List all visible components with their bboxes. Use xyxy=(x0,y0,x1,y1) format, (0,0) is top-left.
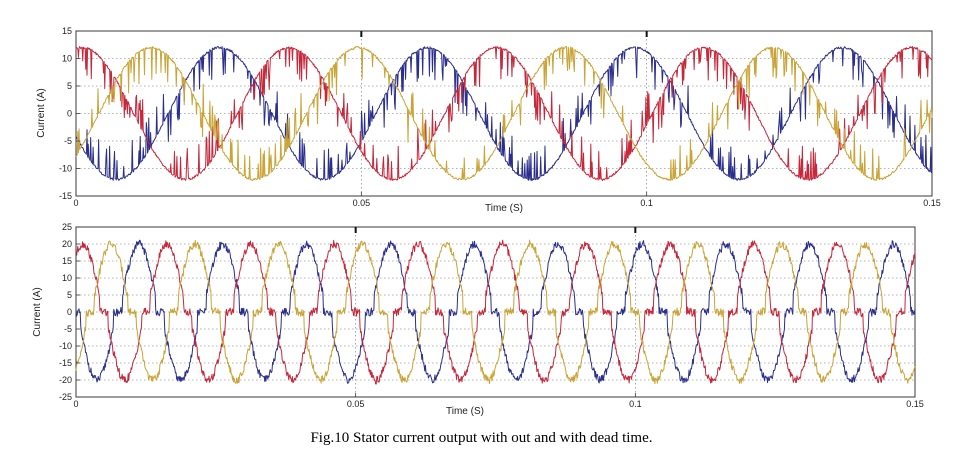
plot-bottom-x-tick-label: 0.05 xyxy=(347,399,365,409)
plot-top-y-ticks: -15 -10 -5 0 5 10 15 xyxy=(59,26,80,201)
plot-bottom-series-phase-c xyxy=(75,239,916,385)
plot-bottom-x-tick-label: 0 xyxy=(73,399,78,409)
plot-bottom-series-phase-b xyxy=(75,239,916,385)
plot-bottom-x-ticks: 0 0.05 0.1 0.15 xyxy=(73,393,924,409)
plot-bottom-y-tick-label: -10 xyxy=(59,341,72,351)
plot-bottom-y-tick-label: 5 xyxy=(67,290,72,300)
plot-top-y-tick-label: -5 xyxy=(64,136,72,146)
plot-bottom-y-tick-label: -25 xyxy=(59,392,72,402)
plot-top-x-tick-label: 0.15 xyxy=(923,198,941,208)
plot-top-y-tick-label: 15 xyxy=(62,26,72,36)
plot-bottom-y-tick-label: 20 xyxy=(62,239,72,249)
plot-top-y-tick-label: 0 xyxy=(67,109,72,119)
plot-bottom-x-axis-label: Time (S) xyxy=(446,406,484,417)
plot-top-no-dead-time: -15 -10 -5 0 5 10 15 0 0.05 0.1 0.15 Time (S) Cur… xyxy=(36,26,941,214)
plot-bottom-y-tick-label: 10 xyxy=(62,273,72,283)
plot-bottom-y-tick-label: 25 xyxy=(62,222,72,232)
plot-top-x-ticks: 0 0.05 0.1 0.15 xyxy=(73,192,941,208)
plot-top-y-tick-label: 10 xyxy=(62,54,72,64)
plot-bottom-x-tick-label: 0.15 xyxy=(906,399,924,409)
plot-top-series-phase-c xyxy=(75,45,933,182)
plot-top-x-tick-label: 0 xyxy=(73,198,78,208)
plot-bottom-y-tick-label: -20 xyxy=(59,375,72,385)
plot-top-x-tick-label: 0.05 xyxy=(353,198,371,208)
plot-top-y-tick-label: 5 xyxy=(67,81,72,91)
figure-caption: Fig.10 Stator current output with out an… xyxy=(310,430,653,446)
plot-bottom-y-tick-label: -5 xyxy=(64,324,72,334)
plot-bottom-with-dead-time: -25 -20 -15 -10 -5 0 5 10 15 20 25 0 0.05 0.1 0.15 Ti… xyxy=(32,222,924,417)
plot-bottom-y-tick-label: 15 xyxy=(62,256,72,266)
plot-bottom-y-ticks: -25 -20 -15 -10 -5 0 5 10 15 20 25 xyxy=(59,222,80,402)
plot-top-series-phase-a xyxy=(75,46,933,182)
plot-top-y-axis-label: Current (A) xyxy=(36,88,47,137)
plot-top-x-axis-label: Time (S) xyxy=(485,203,523,214)
plot-bottom-y-axis-label: Current (A) xyxy=(32,287,43,336)
plot-bottom-y-tick-label: -15 xyxy=(59,358,72,368)
plot-top-y-tick-label: -10 xyxy=(59,164,72,174)
plot-bottom-y-tick-label: 0 xyxy=(67,307,72,317)
plot-bottom-series xyxy=(75,239,916,385)
plot-bottom-series-phase-a xyxy=(75,239,916,384)
plot-bottom-x-tick-label: 0.1 xyxy=(629,399,642,409)
plot-top-series xyxy=(75,45,933,182)
plot-top-y-tick-label: -15 xyxy=(59,191,72,201)
plot-top-x-tick-label: 0.1 xyxy=(640,198,653,208)
